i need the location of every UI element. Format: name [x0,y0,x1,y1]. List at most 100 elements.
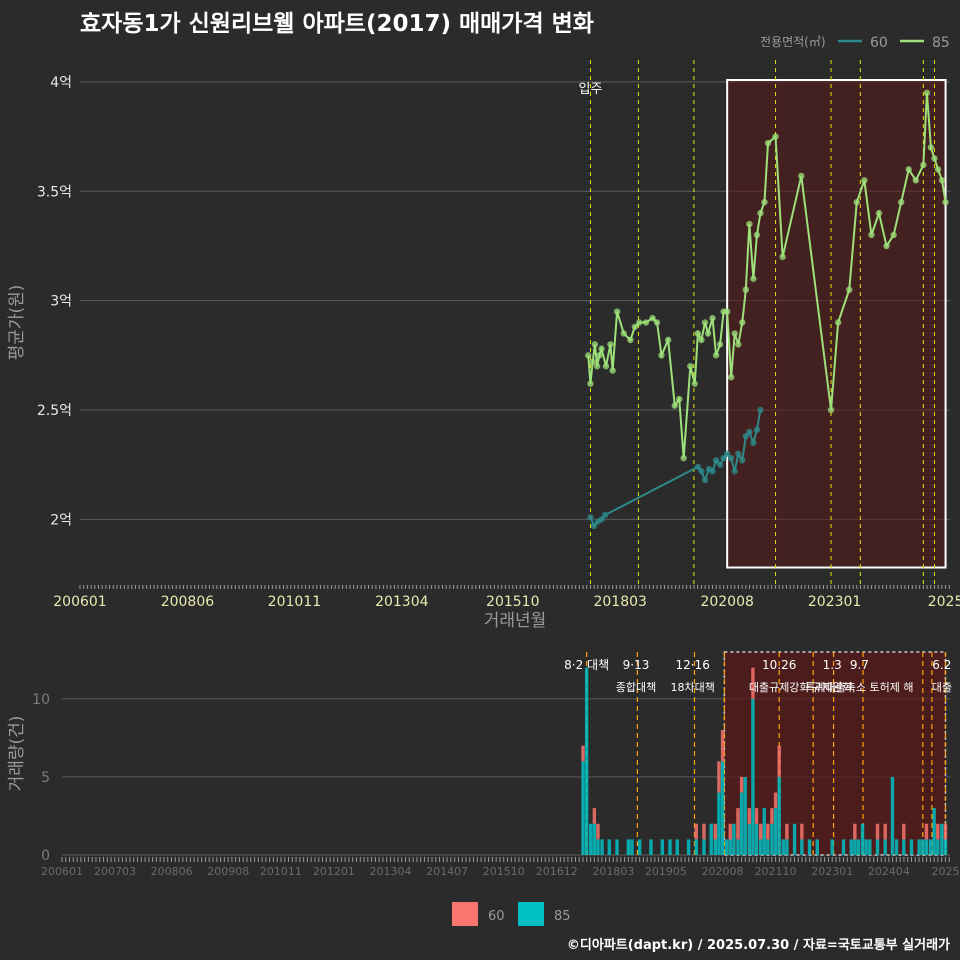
price-point-85 [704,330,712,337]
price-point-85 [750,275,757,282]
price-point-85 [636,319,643,326]
volume-bar-85 [909,839,914,855]
volume-bar-60 [747,808,751,824]
volume-bar-85 [720,761,725,855]
volume-bar-85 [630,839,634,855]
volume-xtick-label: 202008 [702,865,744,878]
volume-bar-85 [728,839,732,855]
price-point-85 [658,352,665,359]
price-point-85 [798,172,805,180]
volume-xtick-label: 201803 [592,865,634,878]
price-point-85 [613,308,621,315]
volume-bar-85 [668,839,672,855]
volume-bar-60 [713,823,718,840]
price-point-85 [834,319,842,326]
price-ytick-label: 3억 [50,294,72,310]
credit-text: ©디아파트(dapt.kr) / 2025.07.30 / 자료=국토교통부 실… [566,938,950,953]
volume-bar-85 [890,776,895,855]
price-point-85 [596,352,603,359]
volume-bar-60 [853,823,857,840]
volume-xtick-label: 202110 [755,865,797,878]
price-point-85 [875,209,883,217]
volume-bar-85 [607,839,611,855]
volume-bar-85 [943,839,948,855]
volume-bar-85 [713,839,718,855]
price-point-60 [739,457,746,464]
volume-xtick-label: 201612 [536,865,578,878]
volume-annotation-line1: 9·13 [623,658,650,672]
volume-bar-85 [777,776,781,855]
price-point-85 [927,144,935,151]
volume-annotation-line2: 특례대출축소 토허제 해 [805,680,913,694]
price-point-85 [664,336,672,344]
volume-bar-60 [694,823,698,840]
volume-bar-85 [841,839,846,855]
price-point-85 [598,345,605,352]
price-point-85 [779,253,786,261]
volume-bar-85 [732,823,736,855]
volume-bar-85 [940,823,944,855]
volume-bar-60 [875,823,880,840]
price-point-85 [920,161,927,169]
price-point-85 [680,454,687,462]
volume-bar-85 [853,839,857,855]
volume-bar-85 [694,839,698,855]
volume-bar-85 [807,839,812,855]
price-point-60 [720,454,727,462]
volume-bar-85 [762,808,766,855]
price-point-85 [591,341,599,348]
volume-bar-85 [868,839,872,855]
price-point-85 [761,198,768,206]
volume-bar-60 [758,823,763,840]
volume-bar-85 [770,823,774,855]
volume-bar-85 [581,761,585,855]
price-point-85 [607,341,614,348]
volume-bar-85 [781,839,785,855]
price-point-85 [764,139,772,147]
volume-bar-85 [709,823,713,855]
price-point-85 [631,323,639,331]
volume-xtick-label: 201407 [426,865,468,878]
price-point-85 [627,336,634,344]
volume-bar-60 [739,776,744,793]
price-ytick-label: 4억 [50,75,72,91]
price-point-60 [694,463,702,471]
volume-bar-85 [596,839,600,855]
volume-bar-85 [615,839,619,855]
price-point-85 [938,177,946,184]
price-ytick-label: 3.5억 [37,184,72,200]
volume-bar-85 [702,839,706,855]
price-point-60 [590,522,598,530]
volume-ytick-label: 5 [41,770,50,786]
volume-bar-85 [739,792,744,855]
price-point-85 [735,341,742,348]
volume-bar-60 [592,808,597,824]
volume-bar-85 [660,839,665,855]
price-point-85 [642,319,650,326]
volume-bar-85 [649,839,653,855]
volume-bar-85 [637,839,642,855]
price-legend-title: 전용면적(㎡) [760,35,826,49]
volume-bar-85 [936,839,940,855]
price-point-60 [712,457,720,464]
volume-bar-85 [754,823,759,855]
price-point-60 [750,439,757,447]
price-point-85 [676,395,683,403]
volume-bar-85 [751,698,755,855]
volume-xtick-label: 201905 [645,865,687,878]
volume-legend-swatch-60 [452,902,478,926]
volume-legend-label-85: 85 [554,909,571,924]
price-point-85 [931,155,938,162]
volume-xtick-label: 201201 [313,865,355,878]
price-point-85 [753,231,761,239]
volume-legend-label-60: 60 [488,909,505,924]
volume-bar-85 [849,839,853,855]
volume-bar-85 [584,667,589,855]
price-point-85 [589,358,596,366]
chart-title: 효자동1가 신원리브웰 아파트(2017) 매매가격 변화 [80,11,594,37]
price-point-85 [942,198,949,206]
price-xtick-label: 202301 [808,594,861,610]
volume-bar-85 [860,823,865,855]
price-xtick-label: 200601 [53,594,106,610]
price-xtick-label: 201304 [375,594,429,610]
